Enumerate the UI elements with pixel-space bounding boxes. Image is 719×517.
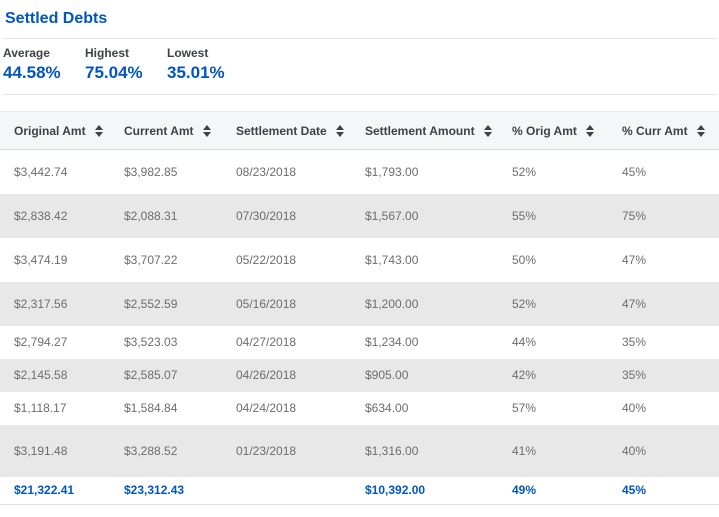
total-orig-amt: 49% <box>498 476 608 505</box>
table-row[interactable]: $2,145.58 $2,585.07 04/26/2018 $905.00 42% 35… <box>0 358 719 392</box>
stat-lowest-label: Lowest <box>167 46 209 60</box>
cell-orig-amt: 57% <box>512 401 537 415</box>
cell-curr-amt: 47% <box>622 252 647 267</box>
stat-average: Average 44.58% <box>3 46 85 83</box>
sort-icon <box>202 124 211 137</box>
sort-icon <box>696 124 705 137</box>
column-header-label: % Orig Amt <box>512 123 577 138</box>
cell-orig-amt: 42% <box>512 368 537 382</box>
cell-settlement-date: 07/30/2018 <box>236 208 297 223</box>
table-header-row: Original Amt Current Amt Settlement Date Se… <box>0 111 719 150</box>
cell-settlement-date: 08/23/2018 <box>236 164 297 179</box>
cell-settlement-amount: $1,316.00 <box>365 443 419 458</box>
column-header-curr-amt[interactable]: % Curr Amt <box>608 111 719 150</box>
column-header-settlement-date[interactable]: Settlement Date <box>222 111 351 150</box>
stat-highest-label: Highest <box>85 46 130 60</box>
cell-settlement-date: 05/16/2018 <box>236 296 297 311</box>
cell-settlement-amount: $905.00 <box>365 368 409 382</box>
stats-summary: Average 44.58% Highest 75.04% Lowest 35.… <box>2 39 717 95</box>
cell-original-amt: $3,442.74 <box>14 164 68 179</box>
column-header-settlement-amount[interactable]: Settlement Amount <box>351 111 498 150</box>
cell-original-amt: $2,145.58 <box>14 368 68 382</box>
column-header-original-amt[interactable]: Original Amt <box>0 111 110 150</box>
sort-icon <box>335 124 344 137</box>
cell-original-amt: $3,474.19 <box>14 252 68 267</box>
total-current-amt: $23,312.43 <box>110 476 222 505</box>
sort-icon <box>585 124 594 137</box>
cell-current-amt: $3,982.85 <box>124 164 178 179</box>
cell-current-amt: $2,088.31 <box>124 208 178 223</box>
cell-orig-amt: 41% <box>512 443 537 458</box>
cell-settlement-date: 04/24/2018 <box>236 401 297 415</box>
cell-curr-amt: 35% <box>622 335 647 349</box>
cell-settlement-amount: $634.00 <box>365 401 409 415</box>
column-header-label: Current Amt <box>124 123 194 138</box>
table-body: $3,442.74 $3,982.85 08/23/2018 $1,793.00 52%… <box>0 150 719 477</box>
table-totals-row: $21,322.41 $23,312.43 $10,392.00 49% 45% <box>0 476 719 505</box>
table-row[interactable]: $2,794.27 $3,523.03 04/27/2018 $1,234.00 44%… <box>0 326 719 359</box>
column-header-orig-amt[interactable]: % Orig Amt <box>498 111 608 150</box>
cell-orig-amt: 52% <box>512 164 537 179</box>
cell-curr-amt: 40% <box>622 401 647 415</box>
cell-current-amt: $2,552.59 <box>124 296 178 311</box>
column-header-label: Settlement Amount <box>365 123 475 138</box>
cell-orig-amt: 44% <box>512 335 537 349</box>
cell-settlement-date: 04/26/2018 <box>236 368 297 382</box>
cell-settlement-amount: $1,743.00 <box>365 252 419 267</box>
table-row[interactable]: $1,118.17 $1,584.84 04/24/2018 $634.00 57% 40… <box>0 392 719 425</box>
cell-settlement-amount: $1,793.00 <box>365 164 419 179</box>
cell-settlement-date: 05/22/2018 <box>236 252 297 267</box>
column-header-current-amt[interactable]: Current Amt <box>110 111 222 150</box>
cell-curr-amt: 75% <box>622 208 647 223</box>
sort-icon <box>94 124 103 137</box>
total-original-amt: $21,322.41 <box>0 476 110 505</box>
table-row[interactable]: $3,474.19 $3,707.22 05/22/2018 $1,743.00 50%… <box>0 238 719 282</box>
cell-orig-amt: 50% <box>512 252 537 267</box>
column-header-label: Original Amt <box>14 123 86 138</box>
cell-curr-amt: 35% <box>622 368 647 382</box>
column-header-label: Settlement Date <box>236 123 327 138</box>
cell-original-amt: $2,317.56 <box>14 296 68 311</box>
total-curr-amt: 45% <box>608 476 719 505</box>
cell-curr-amt: 45% <box>622 164 647 179</box>
stat-average-label: Average <box>3 46 50 60</box>
stat-average-value: 44.58% <box>3 63 61 82</box>
table-row[interactable]: $2,838.42 $2,088.31 07/30/2018 $1,567.00 55%… <box>0 193 719 238</box>
settled-debts-section: Settled Debts Average 44.58% Highest 75.… <box>0 0 719 95</box>
cell-settlement-date: 01/23/2018 <box>236 443 297 458</box>
page-title: Settled Debts <box>2 0 717 39</box>
cell-current-amt: $3,523.03 <box>124 335 178 349</box>
cell-current-amt: $1,584.84 <box>124 401 178 415</box>
table-row[interactable]: $3,442.74 $3,982.85 08/23/2018 $1,793.00 52%… <box>0 150 719 194</box>
settled-debts-table: Original Amt Current Amt Settlement Date Se… <box>0 111 719 505</box>
table-row[interactable]: $2,317.56 $2,552.59 05/16/2018 $1,200.00 52%… <box>0 281 719 326</box>
cell-original-amt: $2,838.42 <box>14 208 68 223</box>
cell-current-amt: $3,288.52 <box>124 443 178 458</box>
cell-settlement-date: 04/27/2018 <box>236 335 297 349</box>
cell-orig-amt: 52% <box>512 296 537 311</box>
column-header-label: % Curr Amt <box>622 123 688 138</box>
cell-current-amt: $3,707.22 <box>124 252 178 267</box>
cell-orig-amt: 55% <box>512 208 537 223</box>
cell-settlement-amount: $1,567.00 <box>365 208 419 223</box>
stat-lowest: Lowest 35.01% <box>167 46 249 83</box>
stat-highest: Highest 75.04% <box>85 46 167 83</box>
sort-icon <box>483 124 492 137</box>
stat-lowest-value: 35.01% <box>167 63 225 82</box>
table-row[interactable]: $3,191.48 $3,288.52 01/23/2018 $1,316.00 41%… <box>0 424 719 477</box>
cell-settlement-amount: $1,200.00 <box>365 296 419 311</box>
total-settlement-amount: $10,392.00 <box>351 476 498 505</box>
cell-original-amt: $2,794.27 <box>14 335 68 349</box>
cell-current-amt: $2,585.07 <box>124 368 178 382</box>
cell-original-amt: $3,191.48 <box>14 443 68 458</box>
stat-highest-value: 75.04% <box>85 63 143 82</box>
total-settlement-date <box>222 476 351 505</box>
cell-curr-amt: 47% <box>622 296 647 311</box>
cell-settlement-amount: $1,234.00 <box>365 335 419 349</box>
cell-curr-amt: 40% <box>622 443 647 458</box>
cell-original-amt: $1,118.17 <box>14 401 67 415</box>
